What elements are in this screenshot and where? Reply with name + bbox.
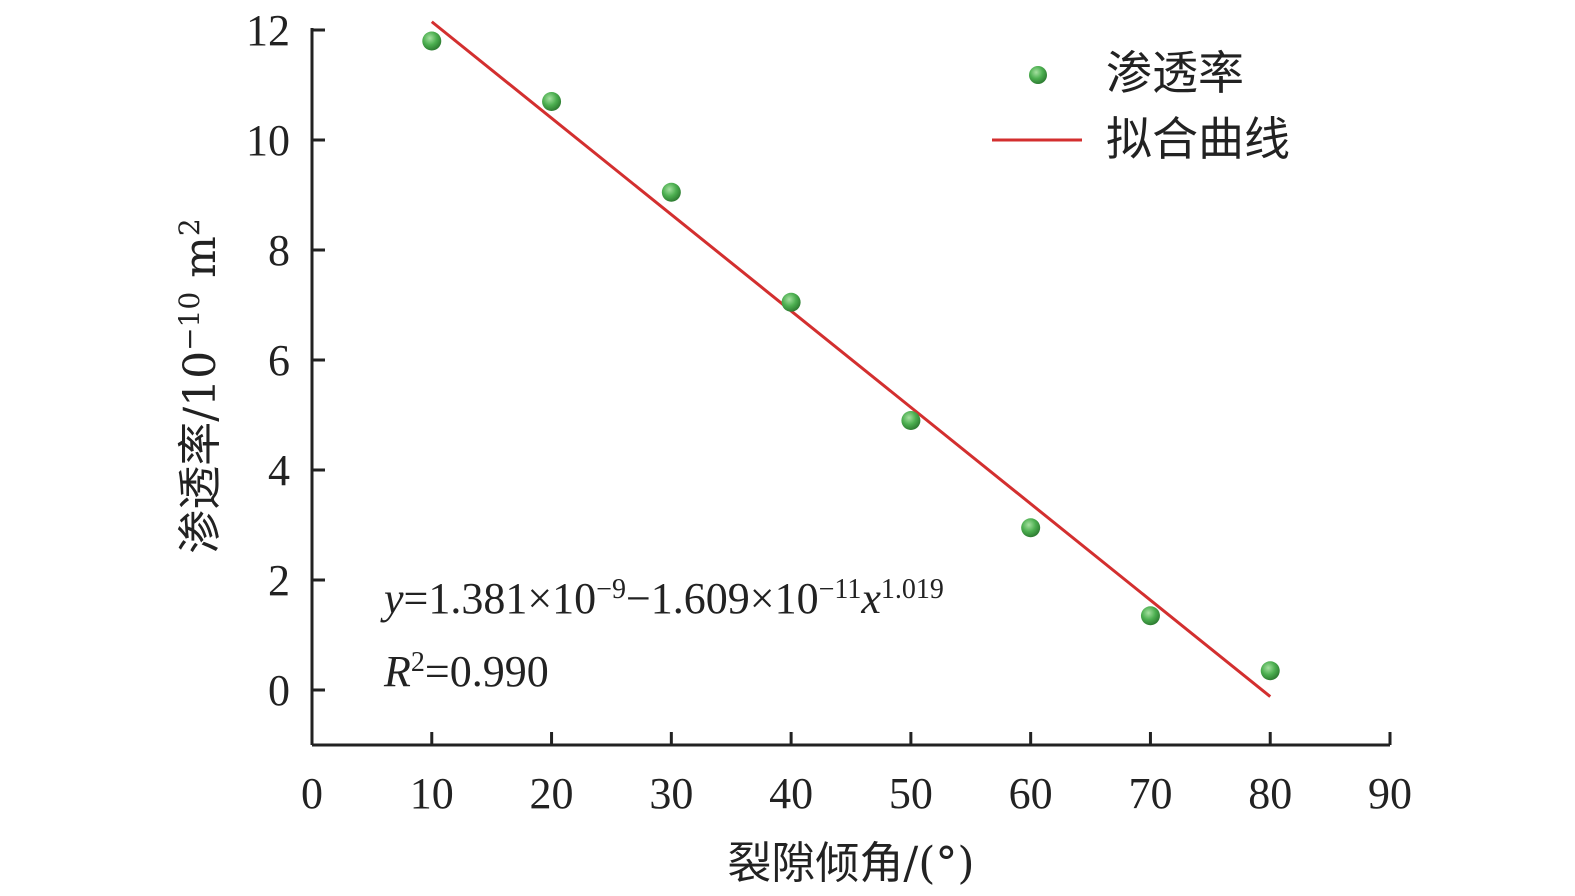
fit-equation: y=1.381×10−9−1.609×10−11x1.019 [380,574,944,624]
x-tick-label: 80 [1248,769,1292,818]
fit-equation-y: y [380,574,404,623]
y-tick-label: 10 [246,116,290,165]
fit-equation-eq2: −1.609×10 [626,574,819,623]
y-tick-label: 8 [268,226,290,275]
x-tick-label: 70 [1128,769,1172,818]
legend-label-fit: 拟合曲线 [1106,112,1290,166]
y-tick-label: 0 [268,666,290,715]
x-tick-label: 0 [301,769,323,818]
fit-equation-exp2: −11 [819,574,862,605]
data-point [1021,518,1041,538]
fit-layer [430,20,1272,698]
fit-equation-exp1: −9 [596,574,626,605]
r-squared-r: R [383,647,411,696]
data-point [781,292,801,312]
y-axis-title-main: 渗透率/10 [175,351,226,554]
r-squared: R2=0.990 [383,647,549,697]
y-axis-title-exp: −10 [173,292,206,351]
legend-label-permeability: 渗透率 [1106,46,1244,100]
data-point [1140,606,1160,626]
legend-marker-permeability [1029,66,1047,84]
x-axis-title: 裂隙倾角/(°) [727,838,974,889]
y-tick-label: 4 [268,446,290,495]
r-squared-value: =0.990 [425,647,549,696]
x-tick-label: 40 [769,769,813,818]
fit-equation-exp3: 1.019 [881,574,944,605]
data-point [542,92,562,111]
legend: 渗透率 拟合曲线 [992,46,1290,166]
data-point [1260,661,1280,681]
fit-equation-eq1: =1.381×10 [404,574,597,623]
y-axis-title-unit: m [175,236,226,292]
y-tick-label: 12 [246,6,290,55]
data-point [422,31,442,51]
fit-equation-x: x [860,574,881,623]
x-tick-label: 10 [410,769,454,818]
data-point [661,182,681,202]
x-tick-label: 20 [530,769,574,818]
x-tick-label: 30 [649,769,693,818]
y-axis-title-unit-exp: 2 [173,218,206,236]
x-tick-label: 60 [1009,769,1053,818]
ticks: 0 10 20 30 40 50 60 70 80 90 0 2 4 6 8 10 12 [246,6,1412,818]
x-tick-label: 90 [1368,769,1412,818]
r-squared-exp: 2 [411,647,425,678]
x-tick-label: 50 [889,769,933,818]
y-tick-label: 6 [268,336,290,385]
y-axis-title: 渗透率/10−10 m2 [173,218,227,553]
y-tick-label: 2 [268,556,290,605]
data-point [901,411,921,430]
points-layer [422,31,1280,681]
fit-line [430,20,1272,698]
